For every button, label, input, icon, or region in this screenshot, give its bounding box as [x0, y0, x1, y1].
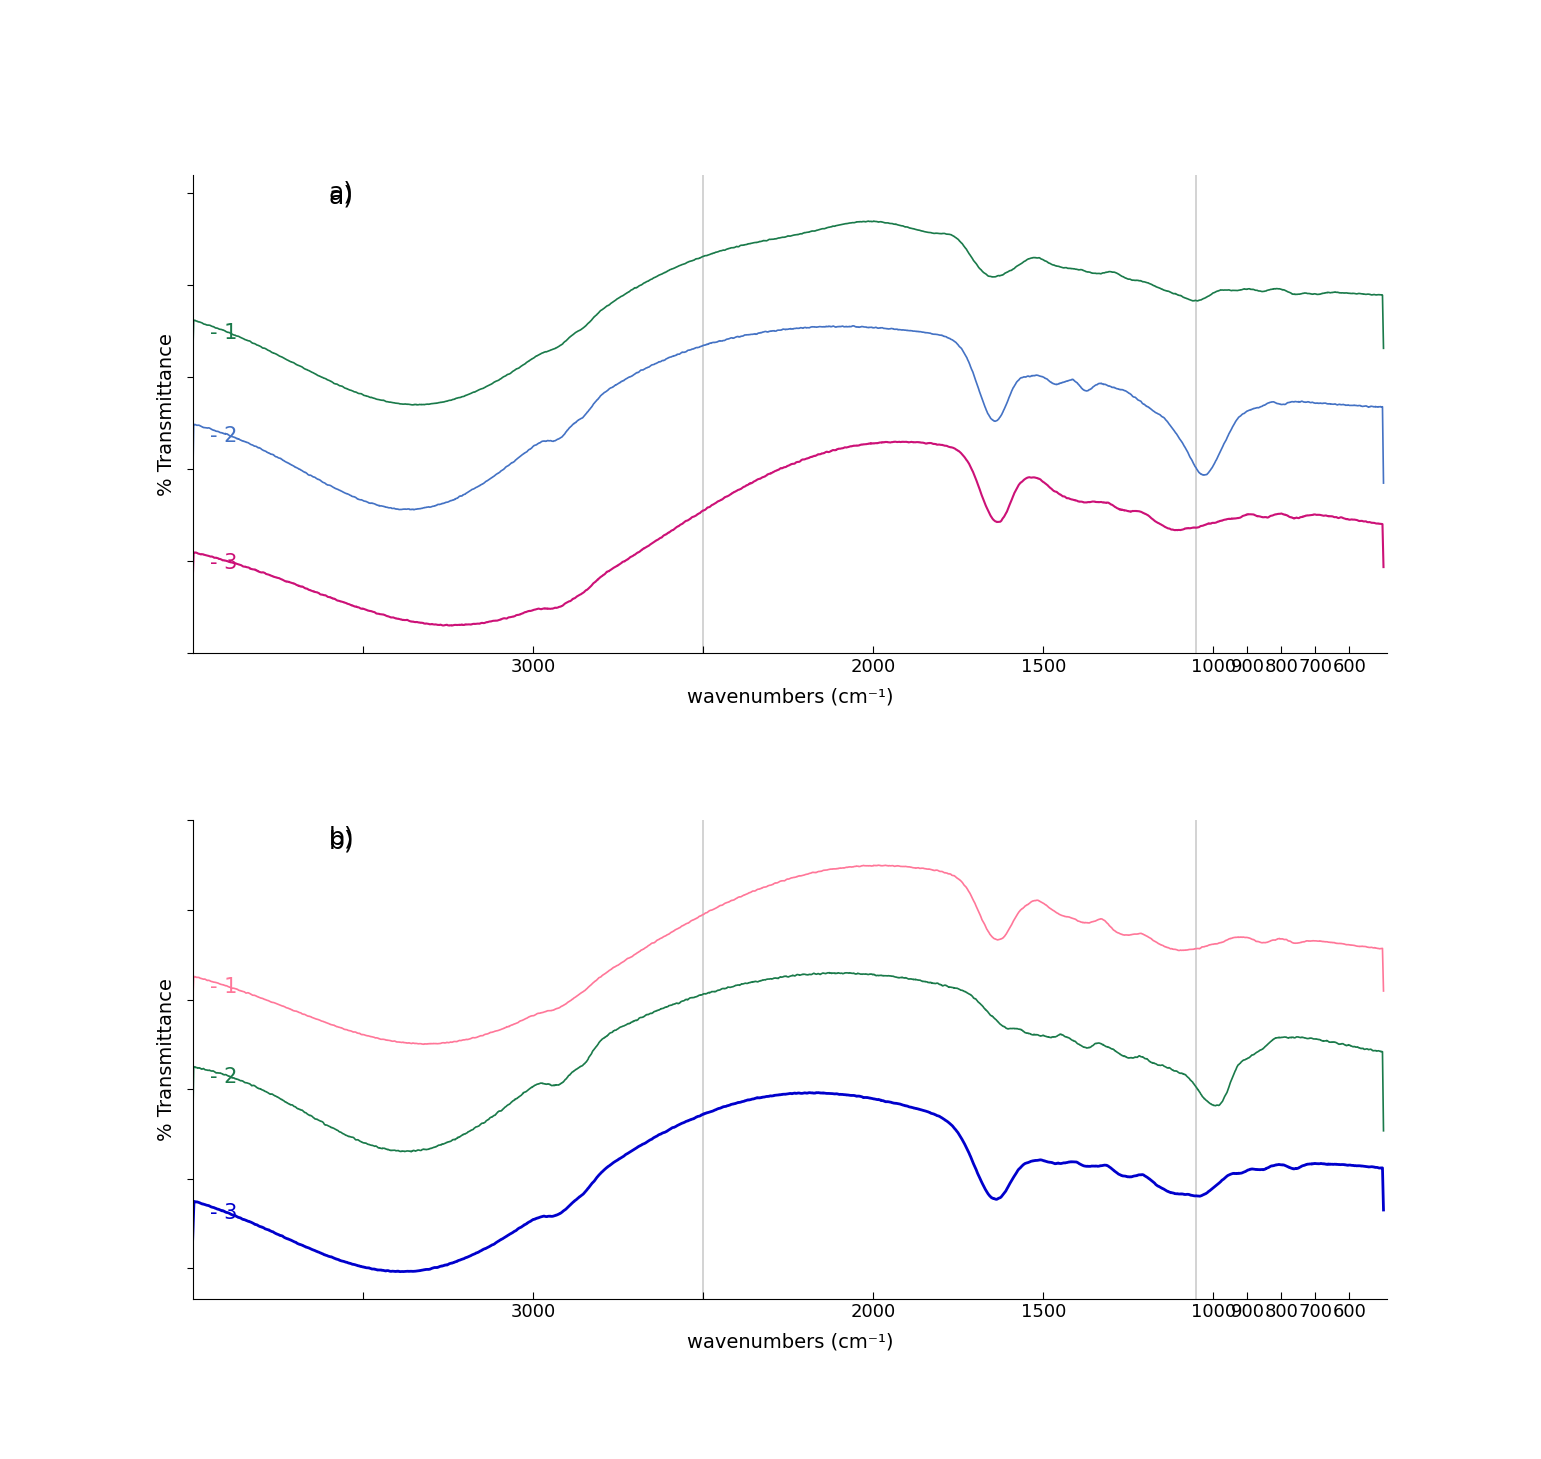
Y-axis label: % Transmittance: % Transmittance: [157, 333, 176, 496]
Text: a): a): [328, 184, 354, 209]
Text: - 3: - 3: [210, 553, 237, 572]
Text: b): b): [328, 826, 354, 849]
Text: - 2: - 2: [210, 426, 237, 446]
Y-axis label: % Transmittance: % Transmittance: [157, 978, 176, 1141]
Text: - 2: - 2: [210, 1067, 237, 1087]
Text: a): a): [328, 181, 354, 204]
X-axis label: wavenumbers (cm⁻¹): wavenumbers (cm⁻¹): [686, 687, 894, 706]
Text: - 1: - 1: [210, 322, 237, 343]
Text: b): b): [328, 829, 354, 854]
Text: - 3: - 3: [210, 1204, 237, 1224]
Text: - 1: - 1: [210, 978, 237, 998]
X-axis label: wavenumbers (cm⁻¹): wavenumbers (cm⁻¹): [686, 1332, 894, 1351]
